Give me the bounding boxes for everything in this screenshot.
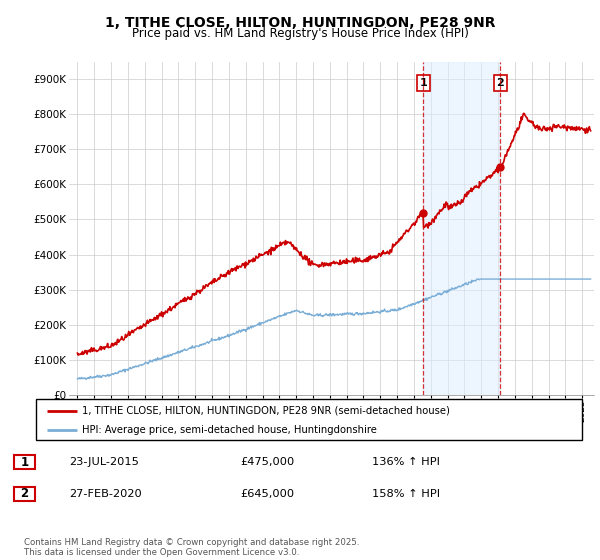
Text: 23-JUL-2015: 23-JUL-2015 xyxy=(69,457,139,467)
Text: 1: 1 xyxy=(419,78,427,88)
Text: 1: 1 xyxy=(20,455,29,469)
Bar xyxy=(423,62,500,395)
Text: Price paid vs. HM Land Registry's House Price Index (HPI): Price paid vs. HM Land Registry's House … xyxy=(131,27,469,40)
Text: 1, TITHE CLOSE, HILTON, HUNTINGDON, PE28 9NR (semi-detached house): 1, TITHE CLOSE, HILTON, HUNTINGDON, PE28… xyxy=(82,405,450,416)
Text: £645,000: £645,000 xyxy=(240,489,294,499)
Text: Contains HM Land Registry data © Crown copyright and database right 2025.
This d: Contains HM Land Registry data © Crown c… xyxy=(24,538,359,557)
Text: 158% ↑ HPI: 158% ↑ HPI xyxy=(372,489,440,499)
Text: 1, TITHE CLOSE, HILTON, HUNTINGDON, PE28 9NR: 1, TITHE CLOSE, HILTON, HUNTINGDON, PE28… xyxy=(105,16,495,30)
Text: 2: 2 xyxy=(496,78,504,88)
Text: 136% ↑ HPI: 136% ↑ HPI xyxy=(372,457,440,467)
Text: £475,000: £475,000 xyxy=(240,457,294,467)
Text: 2: 2 xyxy=(20,487,29,501)
Text: 27-FEB-2020: 27-FEB-2020 xyxy=(69,489,142,499)
Text: HPI: Average price, semi-detached house, Huntingdonshire: HPI: Average price, semi-detached house,… xyxy=(82,424,377,435)
